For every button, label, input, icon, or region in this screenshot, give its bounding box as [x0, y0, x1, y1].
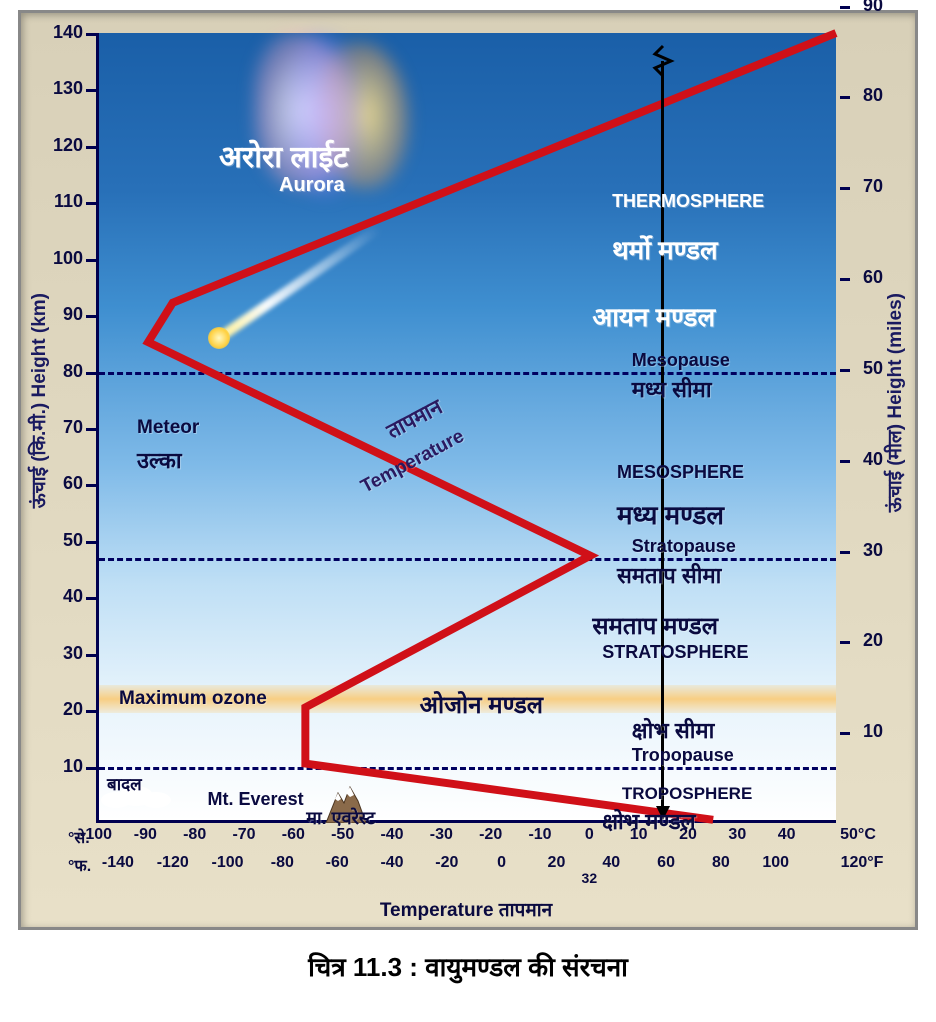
troposphere-en: TROPOSPHERE [622, 784, 752, 804]
y-left-label: ऊंचाई (कि.मी.) Height (km) [27, 293, 53, 508]
meteor-hi: उल्का [137, 445, 182, 475]
mesosphere-hi: मध्य मण्डल [617, 496, 724, 532]
aurora-label-en: Aurora [279, 174, 345, 197]
everest-en: Mt. Everest [208, 789, 304, 810]
tropopause-hi: क्षोभ सीमा [632, 715, 714, 745]
meteor-en: Meteor [137, 417, 199, 439]
figure-caption: चित्र 11.3 : वायुमण्डल की संरचना [308, 948, 628, 984]
y-right-label: ऊंचाई (मील) Height (miles) [883, 293, 909, 512]
thermosphere-en: THERMOSPHERE [612, 191, 764, 212]
aurora-label-hi: अरोरा लाईट [219, 135, 348, 176]
thermosphere-hi: थर्मो मण्डल [612, 231, 718, 267]
ozone-hi: ओजोन मण्डल [420, 688, 543, 721]
mesopause-hi: मध्य सीमा [632, 374, 712, 404]
stratosphere-en: STRATOSPHERE [602, 642, 748, 663]
stratosphere-hi: समताप मण्डल [592, 609, 718, 642]
tropopause-en: Tropopause [632, 745, 734, 766]
x-axis: °से.-100-90-80-70-60-50-40-30-20-1001020… [96, 826, 836, 922]
mesopause-en: Mesopause [632, 350, 730, 371]
stratopause-hi: समताप सीमा [617, 560, 721, 590]
mesosphere-en: MESOSPHERE [617, 462, 744, 483]
ionosphere-hi: आयन मण्डल [592, 298, 715, 334]
clouds-hi: बादल [107, 772, 142, 795]
stratopause-en: Stratopause [632, 536, 736, 557]
max-ozone-en: Maximum ozone [119, 688, 267, 710]
chart-frame: अरोरा लाईटAurora THERMOSPHERE थर्मो मण्डल आ… [18, 10, 918, 930]
plot-area: अरोरा लाईटAurora THERMOSPHERE थर्मो मण्डल आ… [96, 33, 836, 823]
